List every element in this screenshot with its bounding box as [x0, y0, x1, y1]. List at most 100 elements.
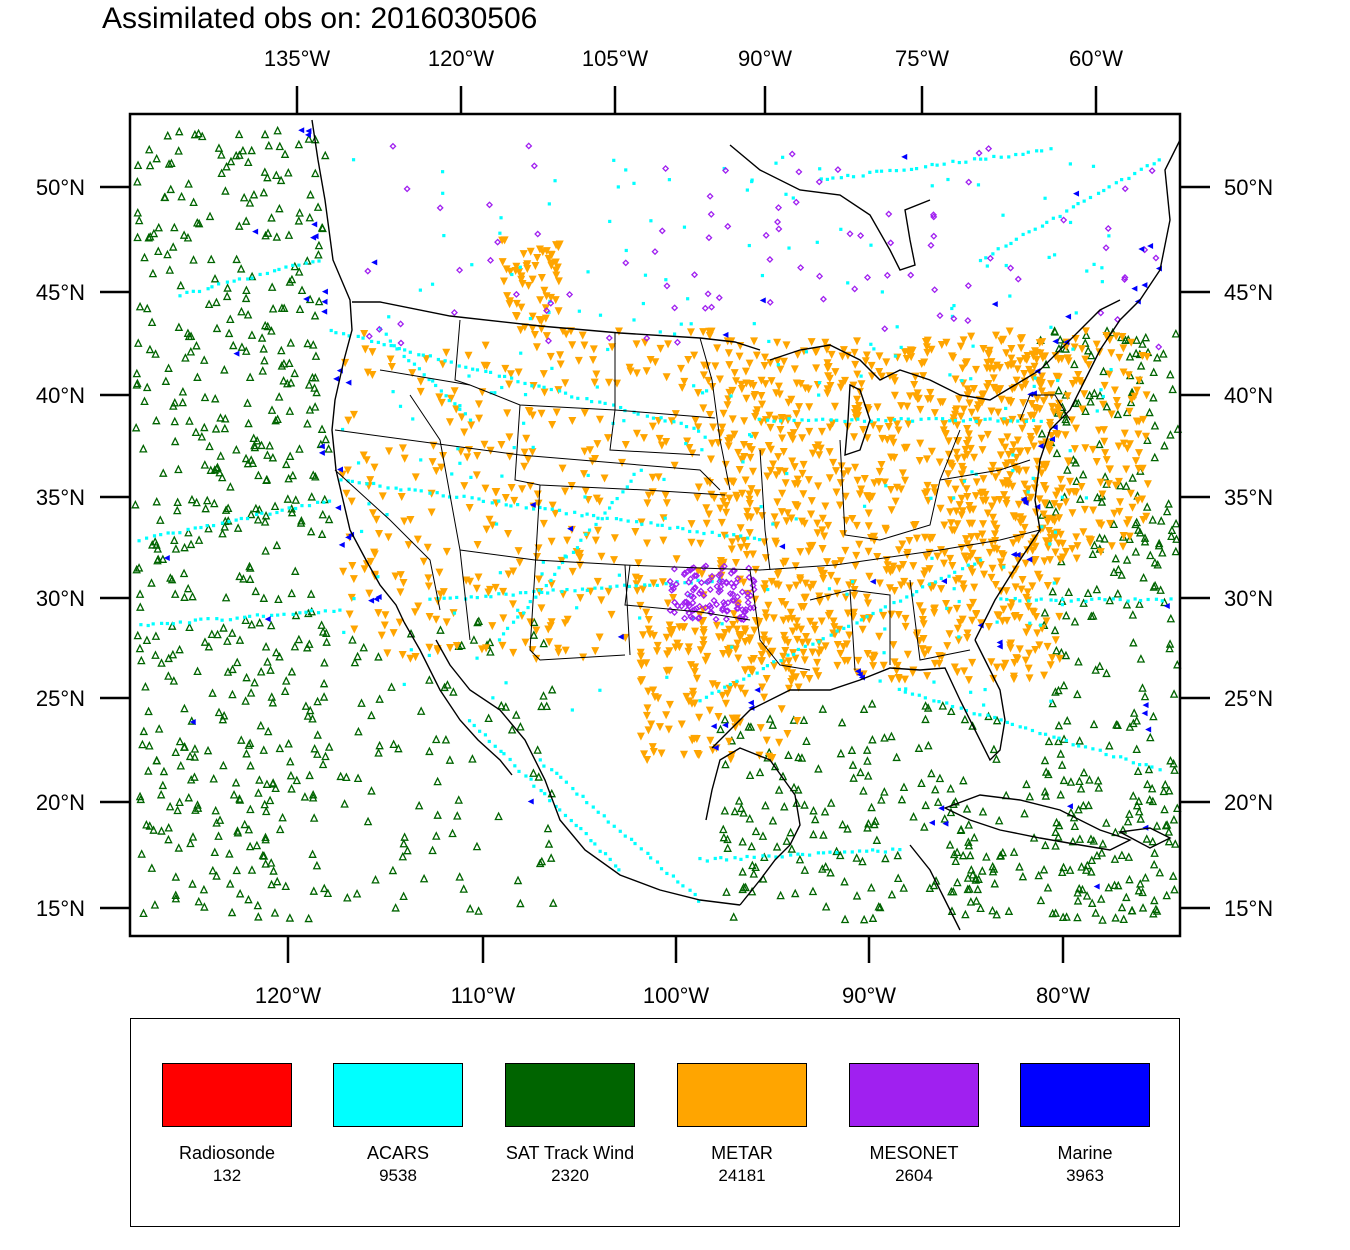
- mesonet-marker: [530, 162, 538, 170]
- metar-marker: [798, 469, 807, 478]
- metar-marker: [1068, 545, 1077, 554]
- acars-marker: [402, 682, 406, 687]
- acars-marker: [697, 899, 701, 903]
- metar-marker: [499, 614, 508, 623]
- satwind-marker: [133, 177, 142, 186]
- acars-marker: [455, 495, 459, 499]
- metar-marker: [777, 597, 786, 607]
- satwind-marker: [318, 759, 328, 769]
- acars-marker: [265, 271, 270, 276]
- satwind-marker: [312, 387, 321, 397]
- metar-marker: [887, 610, 896, 619]
- acars-marker: [683, 581, 687, 585]
- satwind-marker: [909, 812, 918, 821]
- metar-marker: [885, 584, 894, 593]
- acars-marker: [875, 169, 879, 173]
- satwind-marker: [1119, 914, 1128, 924]
- mesonet-marker: [788, 150, 796, 158]
- metar-marker: [850, 608, 859, 617]
- mesonet-marker: [684, 599, 692, 608]
- legend-swatch: [333, 1063, 463, 1127]
- acars-marker: [1011, 468, 1015, 473]
- acars-marker: [692, 426, 696, 430]
- metar-marker: [567, 482, 576, 491]
- metar-marker: [781, 479, 790, 488]
- satwind-marker: [867, 699, 877, 708]
- metar-marker: [1017, 585, 1026, 594]
- metar-marker: [850, 586, 859, 595]
- metar-marker: [643, 499, 652, 508]
- satwind-marker: [1171, 839, 1180, 848]
- satwind-marker: [765, 714, 775, 723]
- acars-marker: [442, 233, 446, 238]
- marine-marker: [991, 301, 998, 308]
- satwind-marker: [175, 736, 185, 746]
- satwind-marker: [265, 795, 275, 805]
- satwind-marker: [925, 883, 935, 892]
- metar-marker: [804, 547, 813, 556]
- acars-marker: [952, 496, 956, 500]
- acars-marker: [1144, 763, 1148, 767]
- acars-marker: [969, 690, 973, 694]
- metar-marker: [690, 699, 699, 708]
- satwind-marker: [144, 766, 153, 775]
- satwind-marker: [1161, 820, 1171, 830]
- satwind-marker: [305, 705, 315, 715]
- metar-marker: [1122, 465, 1131, 474]
- metar-marker: [961, 445, 970, 454]
- acars-marker: [1021, 152, 1025, 156]
- acars-marker: [225, 280, 230, 284]
- metar-marker: [533, 552, 542, 561]
- satwind-marker: [843, 824, 852, 833]
- metar-marker: [1125, 440, 1134, 449]
- metar-marker: [875, 425, 884, 434]
- satwind-marker: [367, 786, 376, 795]
- satwind-marker: [268, 304, 278, 313]
- marine-marker: [1073, 190, 1080, 197]
- acars-marker: [458, 461, 462, 465]
- satwind-marker: [1051, 908, 1060, 917]
- metar-marker: [953, 668, 962, 677]
- metar-marker: [1035, 339, 1044, 348]
- metar-marker: [1009, 672, 1018, 681]
- satwind-marker: [953, 877, 962, 887]
- metar-marker: [779, 357, 788, 366]
- acars-marker: [532, 507, 536, 511]
- metar-marker: [1033, 457, 1042, 466]
- mesonet-marker: [671, 304, 679, 312]
- acars-marker: [669, 582, 673, 587]
- acars-marker: [357, 481, 361, 485]
- satwind-marker: [892, 752, 901, 762]
- metar-marker: [782, 341, 791, 350]
- satwind-marker: [970, 832, 979, 842]
- mesonet-marker: [774, 218, 782, 226]
- metar-marker: [406, 515, 415, 524]
- metar-marker: [745, 359, 754, 368]
- state-border-line: [759, 449, 771, 571]
- metar-marker: [699, 626, 708, 635]
- marine-marker: [264, 616, 271, 623]
- satwind-marker: [1117, 570, 1126, 579]
- acars-marker: [692, 384, 696, 388]
- satwind-marker: [269, 866, 278, 875]
- satwind-marker: [363, 816, 373, 826]
- satwind-marker: [1152, 906, 1162, 915]
- acars-marker: [559, 775, 563, 779]
- satwind-marker: [285, 277, 295, 286]
- metar-marker: [1072, 488, 1081, 497]
- metar-marker: [777, 705, 786, 714]
- satwind-marker: [1149, 367, 1158, 376]
- metar-marker: [883, 561, 892, 570]
- metar-marker: [1007, 344, 1016, 354]
- satwind-marker: [286, 338, 296, 347]
- metar-marker: [462, 576, 471, 585]
- metar-marker: [957, 470, 966, 479]
- satwind-marker: [974, 874, 983, 883]
- satwind-marker: [147, 863, 157, 872]
- satwind-marker: [1126, 397, 1136, 407]
- satwind-marker: [323, 888, 333, 898]
- metar-marker: [759, 645, 768, 654]
- satwind-marker: [1056, 749, 1065, 758]
- satwind-marker: [186, 346, 196, 356]
- satwind-marker: [220, 423, 230, 433]
